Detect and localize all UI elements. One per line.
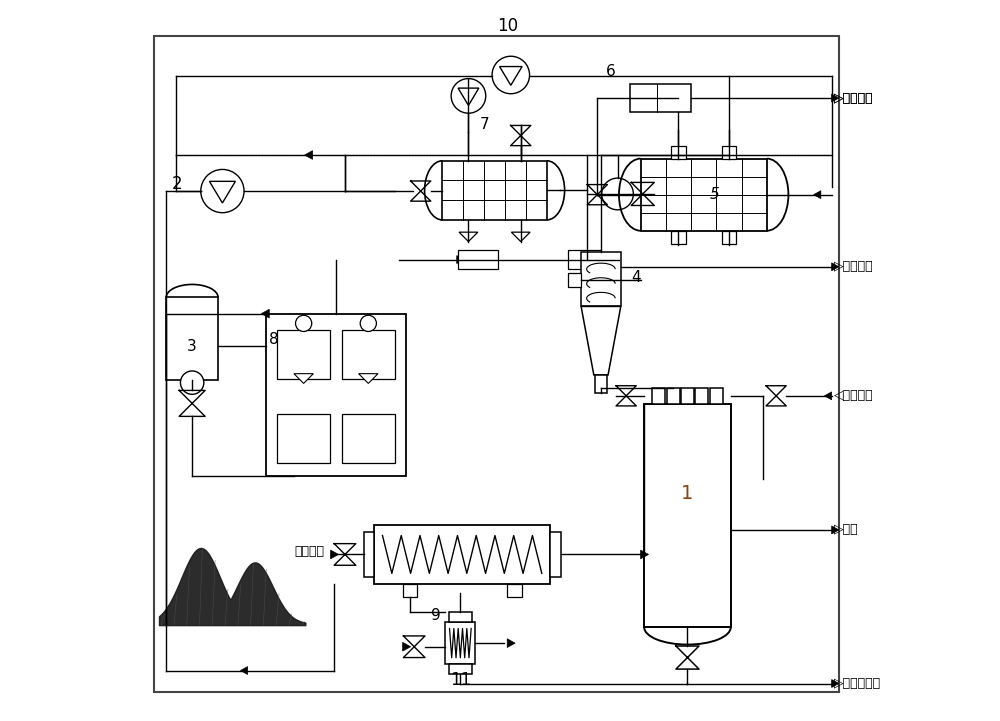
Polygon shape bbox=[511, 232, 530, 242]
Bar bbox=[458, 250, 498, 269]
Circle shape bbox=[451, 79, 486, 113]
Polygon shape bbox=[824, 392, 832, 399]
Bar bbox=[710, 388, 723, 404]
Text: 7: 7 bbox=[479, 117, 489, 132]
Bar bbox=[342, 330, 395, 379]
Text: ▷尾气排放: ▷尾气排放 bbox=[834, 92, 873, 105]
Bar bbox=[266, 314, 406, 476]
Bar bbox=[722, 146, 736, 159]
Bar bbox=[342, 414, 395, 463]
Circle shape bbox=[602, 178, 633, 210]
Text: 9: 9 bbox=[431, 608, 441, 623]
Polygon shape bbox=[832, 679, 839, 688]
Bar bbox=[581, 252, 621, 306]
Polygon shape bbox=[641, 550, 649, 559]
Bar bbox=[568, 273, 581, 287]
Bar bbox=[277, 414, 330, 463]
Circle shape bbox=[296, 315, 312, 332]
Text: 1: 1 bbox=[681, 485, 694, 503]
Bar bbox=[595, 375, 607, 393]
Polygon shape bbox=[240, 666, 248, 675]
Bar bbox=[652, 388, 665, 404]
Bar bbox=[374, 525, 550, 584]
Polygon shape bbox=[459, 232, 478, 242]
Bar bbox=[449, 664, 472, 674]
Text: 3: 3 bbox=[187, 339, 197, 353]
Circle shape bbox=[180, 371, 204, 394]
Bar bbox=[364, 532, 374, 577]
Polygon shape bbox=[581, 306, 621, 375]
Circle shape bbox=[201, 169, 244, 213]
Bar bbox=[442, 161, 547, 220]
Text: 2: 2 bbox=[172, 175, 183, 193]
Polygon shape bbox=[507, 639, 515, 647]
Bar bbox=[630, 84, 691, 112]
Bar bbox=[568, 250, 601, 269]
Polygon shape bbox=[331, 550, 338, 559]
Bar bbox=[445, 622, 475, 664]
Polygon shape bbox=[209, 181, 235, 203]
Bar bbox=[671, 231, 686, 244]
Bar bbox=[507, 584, 522, 597]
Polygon shape bbox=[261, 309, 269, 318]
Text: 8: 8 bbox=[269, 332, 279, 347]
Text: ▷尾气排放: ▷尾气排放 bbox=[834, 92, 873, 105]
Bar bbox=[166, 297, 218, 381]
Circle shape bbox=[492, 56, 530, 94]
Circle shape bbox=[360, 315, 376, 332]
Text: 5: 5 bbox=[710, 187, 720, 202]
Polygon shape bbox=[457, 256, 464, 264]
Bar bbox=[641, 159, 767, 231]
Bar bbox=[403, 584, 417, 597]
Bar bbox=[671, 146, 686, 159]
Text: 4: 4 bbox=[631, 270, 641, 285]
Bar bbox=[722, 231, 736, 244]
Bar bbox=[667, 388, 680, 404]
Polygon shape bbox=[403, 642, 411, 651]
Bar bbox=[681, 388, 694, 404]
Text: ▷排渣: ▷排渣 bbox=[834, 523, 858, 536]
Bar bbox=[277, 330, 330, 379]
Polygon shape bbox=[500, 66, 522, 85]
Bar bbox=[449, 612, 472, 622]
Text: 11: 11 bbox=[450, 671, 471, 689]
Bar bbox=[695, 388, 708, 404]
Polygon shape bbox=[832, 526, 839, 534]
Polygon shape bbox=[294, 373, 313, 384]
Text: 10: 10 bbox=[497, 17, 518, 35]
Polygon shape bbox=[832, 263, 839, 270]
Polygon shape bbox=[359, 373, 378, 384]
Text: ◁辅助物料: ◁辅助物料 bbox=[834, 389, 873, 402]
Polygon shape bbox=[814, 190, 821, 198]
Text: 6: 6 bbox=[606, 63, 615, 79]
Polygon shape bbox=[832, 94, 839, 102]
Bar bbox=[550, 532, 561, 577]
Text: 有机固废: 有机固废 bbox=[295, 545, 325, 558]
Polygon shape bbox=[305, 151, 313, 159]
Text: ▷粉尘收集: ▷粉尘收集 bbox=[834, 260, 873, 273]
Text: ▷冷凝水排放: ▷冷凝水排放 bbox=[834, 677, 881, 690]
Bar bbox=[644, 404, 731, 627]
Polygon shape bbox=[458, 88, 479, 105]
